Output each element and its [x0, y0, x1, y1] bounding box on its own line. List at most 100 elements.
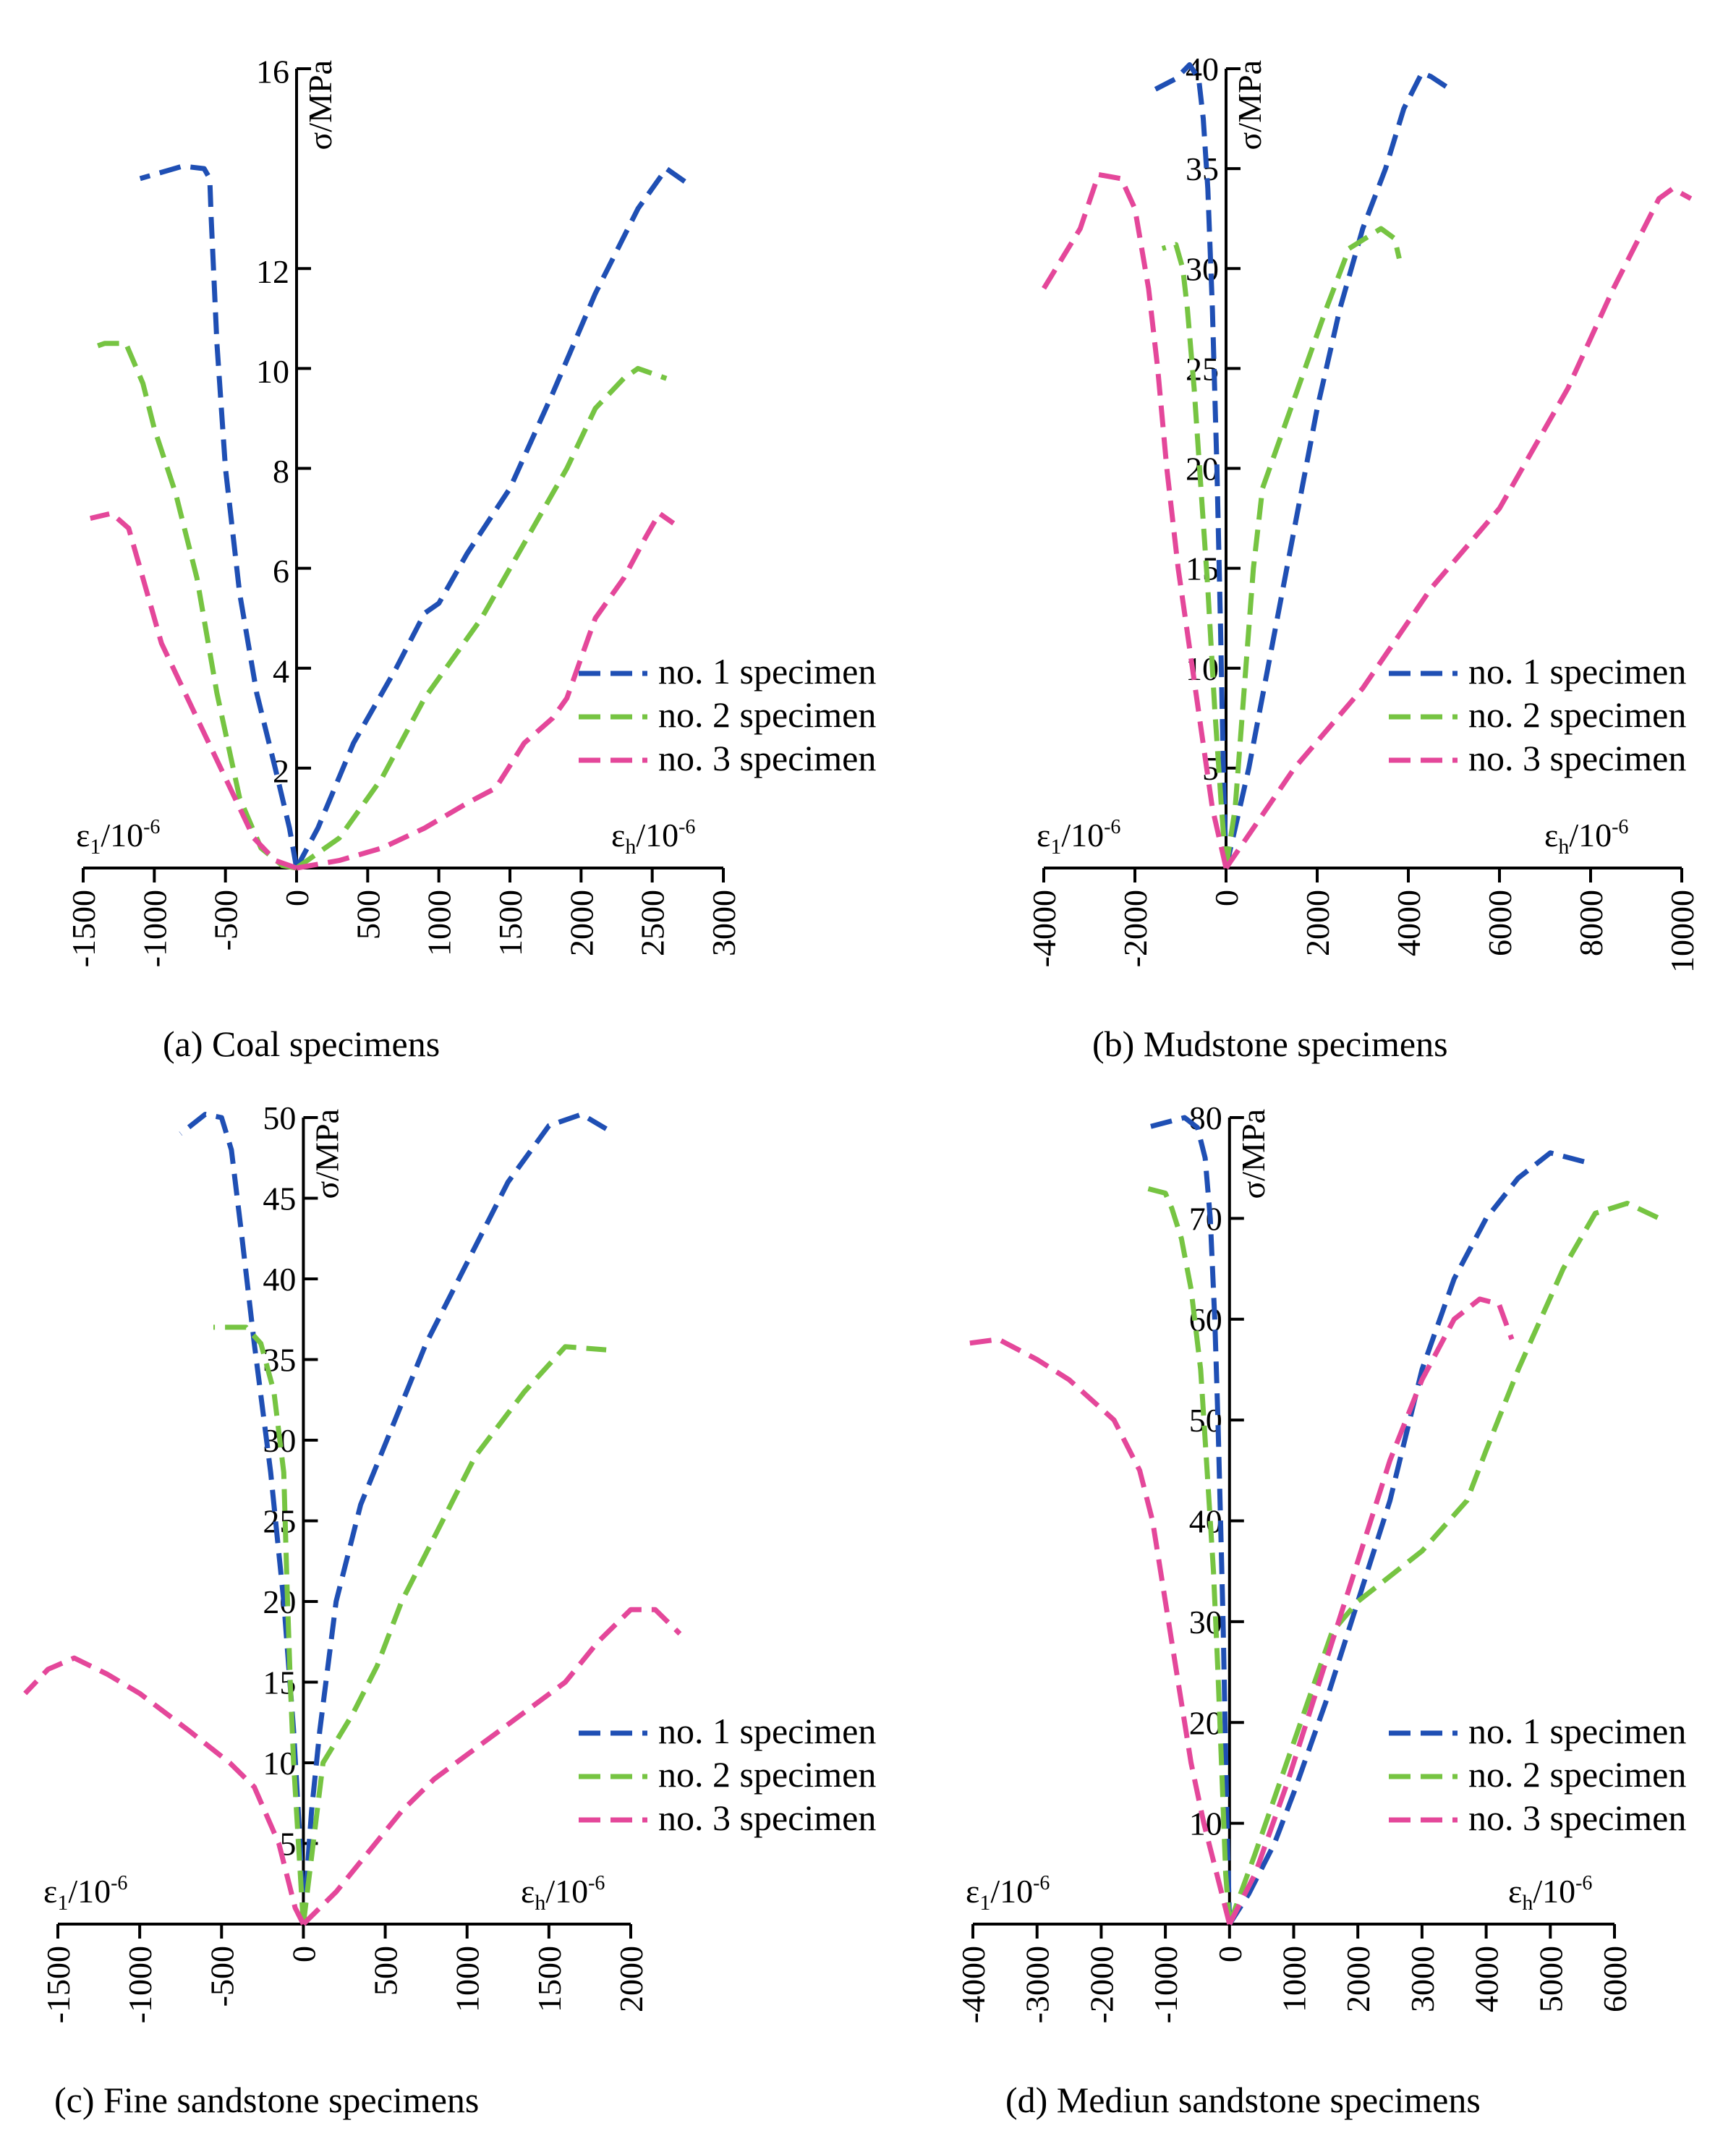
series-2-lateral-curve: [213, 1324, 306, 1925]
x-tick-label: 4000: [1468, 1946, 1505, 2012]
left-strain-label-main: ε: [1037, 817, 1050, 854]
y-tick-label: 80: [1189, 1099, 1222, 1136]
series-1-axial-curve: [300, 1112, 608, 1925]
legend-label-1: no. 1 specimen: [658, 1711, 876, 1751]
x-tick-label: 3000: [1404, 1946, 1441, 2012]
y-tick-label: 20: [1189, 1704, 1222, 1741]
x-tick-label: -1000: [136, 890, 173, 967]
left-strain-label-rest: /10: [990, 1873, 1033, 1910]
left-strain-label-sub: 1: [979, 1891, 990, 1915]
right-strain-label-rest: /10: [1533, 1873, 1575, 1910]
right-strain-label-main: ε: [1544, 817, 1558, 854]
right-strain-label: εh/10-6: [611, 816, 695, 859]
series-1-axial-curve: [294, 166, 689, 869]
x-tick-label: 2000: [1340, 1946, 1377, 2012]
panel-caption: (b) Mudstone specimens: [1092, 1024, 1448, 1064]
x-tick-label: 2000: [1299, 890, 1336, 956]
left-strain-label-main: ε: [76, 817, 90, 854]
x-tick-label: 0: [1208, 890, 1245, 906]
y-tick-label: 2: [273, 752, 289, 789]
series-2-lateral-curve: [89, 341, 297, 871]
legend-label-2: no. 2 specimen: [658, 1754, 876, 1795]
x-tick-label: 1000: [1276, 1946, 1313, 2012]
right-strain-label-main: ε: [521, 1873, 535, 1910]
right-strain-label-sup: -6: [678, 816, 695, 838]
y-tick-label: 16: [256, 54, 289, 90]
legend-label-3: no. 3 specimen: [1468, 738, 1686, 778]
x-tick-label: -2000: [1117, 890, 1154, 967]
series-3-axial-curve: [301, 1607, 682, 1926]
y-axis-label: σ/MPa: [1231, 60, 1268, 150]
y-tick-label: 6: [273, 553, 289, 590]
series-3-lateral-curve: [959, 1337, 1233, 1925]
series-2-lateral-curve: [1145, 1186, 1233, 1925]
y-tick-label: 25: [263, 1503, 296, 1540]
series-3-lateral-curve: [23, 1655, 306, 1926]
x-tick-label: 2000: [613, 1946, 650, 2012]
series-1-axial-curve: [1227, 1150, 1590, 1926]
series-3-lateral-curve: [90, 511, 298, 871]
y-tick-label: 8: [273, 453, 289, 490]
y-axis-label: σ/MPa: [302, 60, 339, 150]
left-strain-label: ε1/10-6: [43, 1872, 127, 1915]
panel-caption: (a) Coal specimens: [163, 1024, 440, 1064]
left-strain-label-sub: 1: [90, 835, 101, 859]
right-strain-label: εh/10-6: [1544, 816, 1628, 859]
y-tick-label: 50: [263, 1099, 296, 1136]
left-strain-label-rest: /10: [68, 1873, 111, 1910]
x-tick-label: 1500: [531, 1946, 568, 2012]
left-strain-label-sup: -6: [1104, 816, 1120, 838]
right-strain-label-sub: h: [535, 1891, 545, 1915]
series-1-lateral-curve: [1145, 1115, 1233, 1925]
y-tick-label: 15: [1186, 550, 1219, 587]
x-tick-label: 10000: [1664, 890, 1701, 973]
series-3-axial-curve: [296, 511, 676, 871]
y-tick-label: 10: [256, 353, 289, 390]
series-2-axial-curve: [1227, 1201, 1661, 1926]
legend-label-3: no. 3 specimen: [658, 1798, 876, 1838]
y-tick-label: 4: [273, 652, 289, 689]
panel-caption: (c) Fine sandstone specimens: [54, 2080, 479, 2120]
x-tick-label: 6000: [1481, 890, 1518, 956]
left-strain-label: ε1/10-6: [1037, 816, 1120, 859]
series-3-axial-curve: [1227, 1296, 1515, 1926]
left-strain-label-main: ε: [43, 1873, 57, 1910]
y-axis-label: σ/MPa: [308, 1109, 345, 1199]
left-strain-label-rest: /10: [1061, 817, 1104, 854]
y-tick-label: 20: [263, 1583, 296, 1620]
x-tick-label: 0: [285, 1946, 322, 1962]
panel-caption: (d) Mediun sandstone specimens: [1005, 2080, 1481, 2120]
x-tick-label: 6000: [1596, 1946, 1633, 2012]
x-tick-label: 2000: [563, 890, 600, 956]
legend-label-3: no. 3 specimen: [1468, 1798, 1686, 1838]
left-strain-label-main: ε: [966, 1873, 979, 1910]
x-tick-label: -500: [203, 1946, 240, 2007]
x-tick-label: 0: [278, 890, 315, 906]
series-3-lateral-curve: [1042, 171, 1229, 869]
x-tick-label: 0: [1212, 1946, 1248, 1962]
x-tick-label: -4000: [1026, 890, 1063, 967]
right-strain-label-sup: -6: [588, 1872, 605, 1894]
series-1-axial-curve: [1223, 70, 1451, 869]
x-tick-label: 500: [349, 890, 386, 940]
y-tick-label: 12: [256, 253, 289, 290]
left-strain-label: ε1/10-6: [966, 1872, 1050, 1915]
right-strain-label-main: ε: [1508, 1873, 1522, 1910]
right-strain-label: εh/10-6: [1508, 1872, 1592, 1915]
x-tick-label: -1500: [65, 890, 102, 967]
left-strain-label-sub: 1: [57, 1891, 68, 1915]
legend-label-1: no. 1 specimen: [1468, 651, 1686, 692]
x-tick-label: -3000: [1019, 1946, 1056, 2023]
x-tick-label: 1500: [492, 890, 529, 956]
x-tick-label: 5000: [1532, 1946, 1569, 2012]
left-strain-label-rest: /10: [101, 817, 143, 854]
y-tick-label: 35: [1186, 150, 1219, 187]
left-strain-label-sub: 1: [1050, 835, 1061, 859]
right-strain-label-rest: /10: [545, 1873, 588, 1910]
x-tick-label: 4000: [1390, 890, 1427, 956]
series-2-axial-curve: [294, 365, 668, 870]
right-strain-label-sub: h: [625, 835, 636, 859]
